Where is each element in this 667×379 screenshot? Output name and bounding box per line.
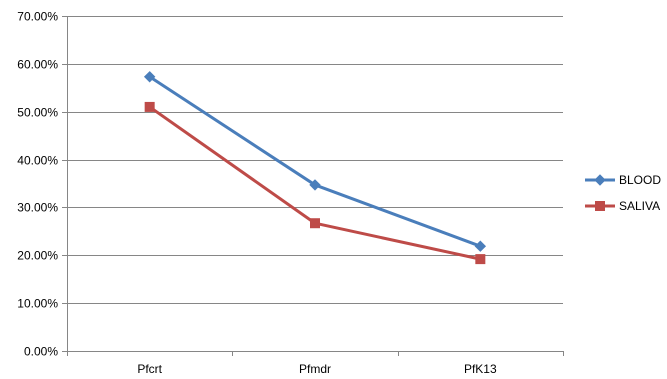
data-point-saliva <box>475 254 486 265</box>
data-point-saliva <box>310 218 320 229</box>
y-tick-label: 10.00% <box>17 297 58 311</box>
y-tick-label: 0.00% <box>24 345 58 359</box>
y-tick-label: 60.00% <box>17 58 58 72</box>
data-point-blood <box>309 179 321 191</box>
legend-marker-blood <box>594 174 606 186</box>
y-tick-label: 40.00% <box>17 154 58 168</box>
legend-item-saliva: SALIVA <box>585 199 660 213</box>
y-tick-label: 70.00% <box>17 10 58 24</box>
y-tick-label: 30.00% <box>17 201 58 215</box>
y-tick-label: 50.00% <box>17 106 58 120</box>
legend-marker-saliva <box>595 201 605 211</box>
legend-label-saliva: SALIVA <box>619 199 660 213</box>
y-tick-label: 20.00% <box>17 249 58 263</box>
data-point-blood <box>474 240 487 252</box>
series-lines <box>143 71 487 265</box>
axes <box>62 16 564 356</box>
legend-label-blood: BLOOD <box>619 173 661 187</box>
data-point-blood <box>143 71 156 83</box>
gridlines <box>67 16 563 304</box>
x-tick-label: Pfmdr <box>299 362 331 376</box>
x-tick-label: Pfcrt <box>137 362 162 376</box>
x-axis-tick-labels: Pfcrt Pfmdr PfK13 <box>137 362 497 376</box>
x-tick-label: PfK13 <box>464 362 497 376</box>
data-point-saliva <box>144 101 155 112</box>
legend: BLOOD SALIVA <box>585 173 661 213</box>
y-axis-tick-labels: 0.00% 10.00% 20.00% 30.00% 40.00% 50.00% 60.00… <box>17 10 58 359</box>
legend-item-blood: BLOOD <box>585 173 661 187</box>
